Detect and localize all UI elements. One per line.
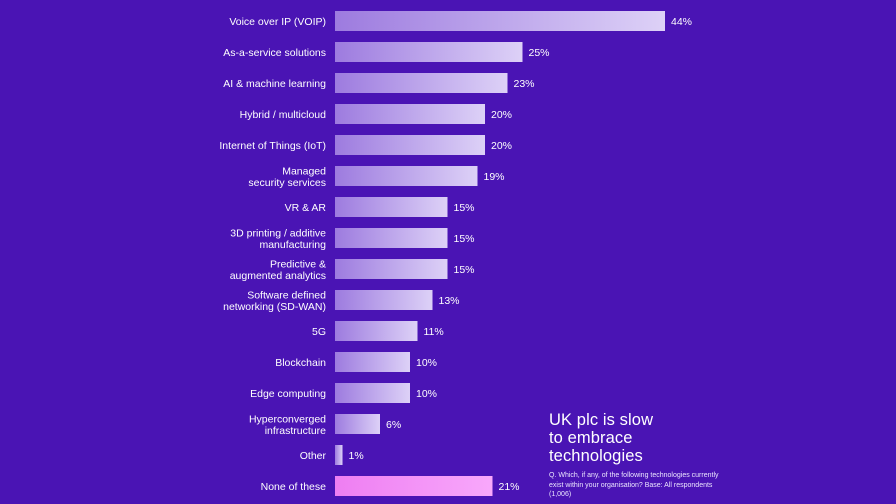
bar xyxy=(335,476,493,496)
survey-question-note: Q. Which, if any, of the following techn… xyxy=(549,472,719,498)
category-label: As-a-service solutions xyxy=(223,47,326,59)
category-label: AI & machine learning xyxy=(223,78,326,90)
category-label: Other xyxy=(300,450,327,462)
bar xyxy=(335,135,485,155)
chart-title-line: to embrace xyxy=(549,429,633,447)
bar-value-label: 11% xyxy=(424,326,444,338)
bar xyxy=(335,197,448,217)
category-label: 3D printing / additive xyxy=(230,227,326,239)
chart-title-line: technologies xyxy=(549,447,643,465)
chart-title: UK plc is slow to embrace technologies xyxy=(549,411,739,465)
category-label: 5G xyxy=(312,326,326,338)
bar xyxy=(335,228,448,248)
category-label: security services xyxy=(248,177,326,189)
category-label: Hyperconverged xyxy=(249,413,326,425)
bar-value-label: 10% xyxy=(416,388,437,400)
category-label: networking (SD-WAN) xyxy=(223,301,326,313)
bar xyxy=(335,73,508,93)
category-label: Internet of Things (IoT) xyxy=(219,140,326,152)
bar-value-label: 1% xyxy=(349,450,364,462)
bar-value-label: 15% xyxy=(454,233,475,245)
category-label: Edge computing xyxy=(250,388,326,400)
bar-value-label: 21% xyxy=(499,481,520,493)
bar xyxy=(335,352,410,372)
category-label: Software defined xyxy=(247,289,326,301)
category-label: augmented analytics xyxy=(230,270,326,282)
bar-value-label: 6% xyxy=(386,419,401,431)
bar xyxy=(335,290,433,310)
bar xyxy=(335,259,448,279)
bar-value-label: 19% xyxy=(484,171,505,183)
bar xyxy=(335,104,485,124)
bar-value-label: 10% xyxy=(416,357,437,369)
category-label: manufacturing xyxy=(259,239,326,251)
bar-value-label: 15% xyxy=(454,202,475,214)
bar xyxy=(335,166,478,186)
category-label: Managed xyxy=(282,165,326,177)
category-label: infrastructure xyxy=(265,425,326,437)
bar xyxy=(335,445,343,465)
category-label: VR & AR xyxy=(285,202,327,214)
bar xyxy=(335,321,418,341)
bar-value-label: 15% xyxy=(454,264,475,276)
category-label: Blockchain xyxy=(275,357,326,369)
bar-value-label: 23% xyxy=(514,78,535,90)
bar-value-label: 25% xyxy=(529,47,550,59)
bar xyxy=(335,414,380,434)
bar-value-label: 20% xyxy=(491,109,512,121)
bar-value-label: 20% xyxy=(491,140,512,152)
bar-value-label: 44% xyxy=(671,16,692,28)
category-label: Predictive & xyxy=(270,258,326,270)
chart-title-block: UK plc is slow to embrace technologies Q… xyxy=(549,411,739,500)
bar xyxy=(335,42,523,62)
bar xyxy=(335,383,410,403)
bar-value-label: 13% xyxy=(439,295,460,307)
bar xyxy=(335,11,665,31)
category-label: Voice over IP (VOIP) xyxy=(229,16,326,28)
chart-title-line: UK plc is slow xyxy=(549,411,654,429)
category-label: Hybrid / multicloud xyxy=(240,109,327,121)
category-label: None of these xyxy=(261,481,327,493)
